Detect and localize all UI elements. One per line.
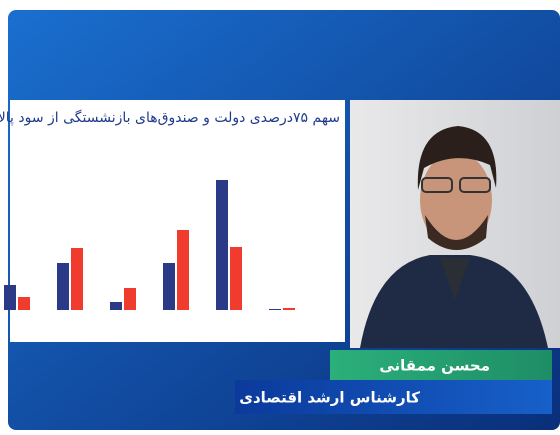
presenter-role: کارشناس ارشد اقتصادی	[239, 389, 420, 407]
bar	[230, 247, 242, 310]
scene: سهم ۷۵درصدی دولت و صندوق‌های بازنشستگی ا…	[0, 0, 560, 435]
bar	[110, 302, 122, 310]
slide-title: سهم ۷۵درصدی دولت و صندوق‌های بازنشستگی ا…	[0, 109, 340, 126]
bar	[4, 285, 16, 310]
bar	[18, 297, 30, 310]
screen: سهم ۷۵درصدی دولت و صندوق‌های بازنشستگی ا…	[0, 0, 560, 435]
bar	[163, 263, 175, 310]
bar	[71, 248, 83, 310]
presenter-name: محسن ممقانی	[379, 357, 490, 375]
bar	[124, 288, 136, 310]
bar	[269, 309, 281, 310]
bar	[216, 180, 228, 310]
bar	[283, 308, 295, 310]
bar	[57, 263, 69, 310]
bar	[177, 230, 189, 310]
